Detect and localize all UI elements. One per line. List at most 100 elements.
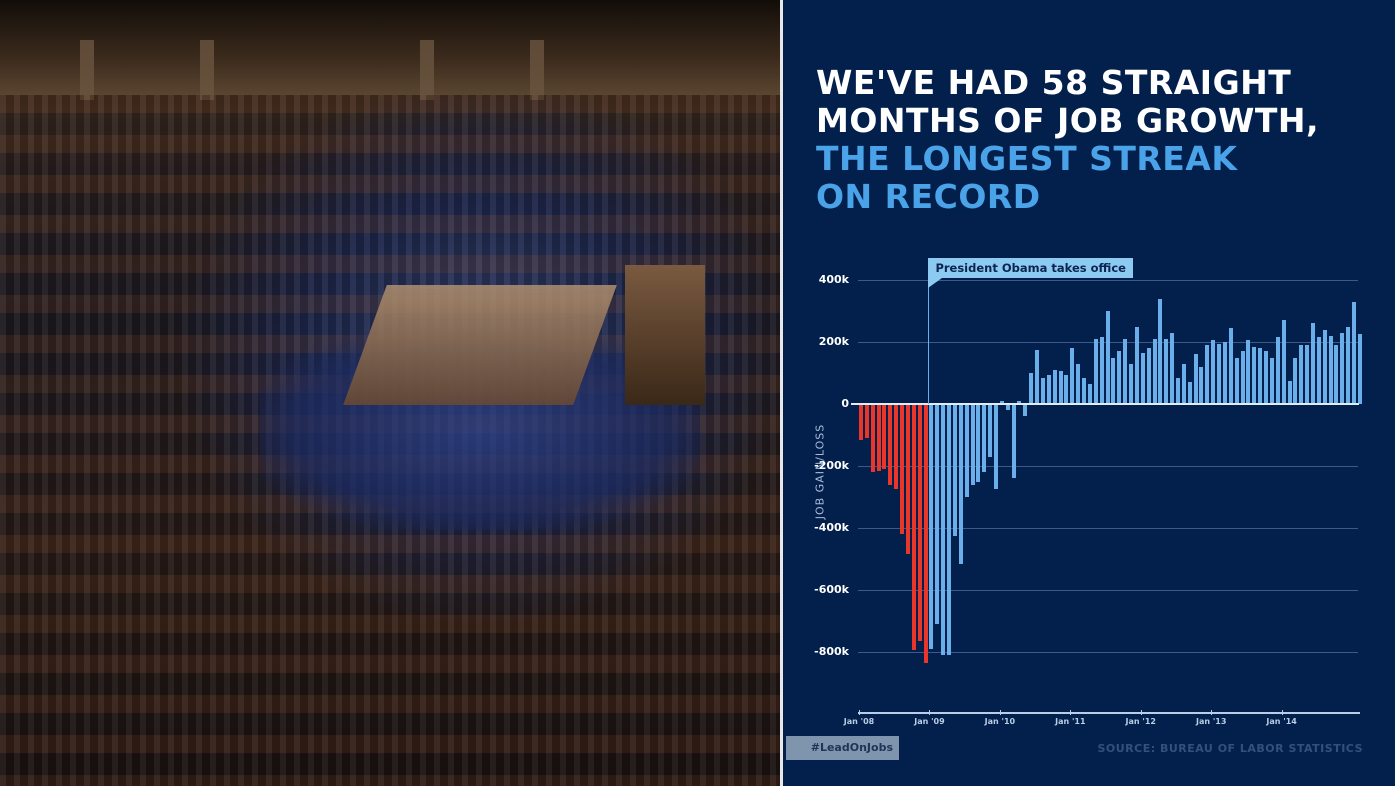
callout-tail: [928, 278, 943, 288]
x-axis: [858, 712, 1360, 714]
chart-bar: [1023, 404, 1028, 417]
chart-bar: [1222, 342, 1227, 404]
gridline: [858, 528, 1358, 529]
x-tick: [999, 710, 1001, 715]
chart-bar: [1099, 337, 1104, 404]
chart-bar: [1040, 377, 1045, 404]
headline: WE'VE HAD 58 STRAIGHT MONTHS OF JOB GROW…: [816, 64, 1319, 216]
office-marker-line: [928, 258, 930, 404]
chart-bar: [1058, 371, 1063, 404]
chart-bar: [1269, 357, 1274, 404]
y-tick-label: -200k: [814, 459, 849, 472]
chart-bar: [988, 404, 993, 457]
chart-bar: [911, 404, 916, 651]
chart-bar: [1181, 363, 1186, 404]
chart-bar: [1234, 357, 1239, 404]
job-growth-chart: JOB GAIN/LOSS 400k 200k 0 -200k -400k -600k -8…: [783, 250, 1395, 730]
chart-bar: [1158, 298, 1163, 404]
chart-bar: [1087, 383, 1092, 404]
x-tick-label: Jan '09: [914, 717, 945, 726]
chart-bar: [1199, 366, 1204, 404]
chart-bar: [1140, 352, 1145, 404]
chart-bar: [1164, 338, 1169, 404]
headline-line-2: MONTHS OF JOB GROWTH,: [816, 101, 1320, 140]
chart-bar: [1246, 340, 1251, 404]
x-tick-label: Jan '14: [1266, 717, 1297, 726]
chart-bar: [1322, 329, 1327, 404]
x-tick: [859, 710, 860, 715]
chart-bar: [1328, 335, 1333, 404]
chart-bar: [1052, 369, 1057, 404]
chart-bar: [1205, 345, 1210, 404]
chart-bar: [1252, 346, 1257, 404]
chart-bar: [982, 404, 987, 473]
chart-bar: [1211, 340, 1216, 404]
x-tick: [1211, 710, 1213, 715]
chart-bar: [1146, 348, 1151, 404]
chart-bar: [1187, 382, 1192, 404]
y-tick-label: 400k: [818, 273, 849, 286]
x-tick-label: Jan '13: [1195, 717, 1227, 726]
chart-bar: [1346, 326, 1351, 404]
chart-bar: [958, 404, 963, 564]
chart-bar: [864, 404, 869, 439]
chart-bar: [1310, 323, 1315, 404]
chart-bar: [1275, 337, 1280, 404]
chart-bar: [941, 404, 946, 656]
chart-bar: [1175, 377, 1180, 404]
x-tick-label: Jan '08: [843, 717, 875, 726]
chart-bar: [1299, 345, 1304, 404]
gridline: [858, 466, 1358, 467]
zero-line: [851, 403, 1359, 405]
chart-bar: [1240, 351, 1245, 404]
chart-bar: [870, 404, 875, 473]
x-tick-label: Jan '11: [1055, 717, 1086, 726]
chart-bar: [1334, 345, 1339, 404]
headline-line-4: ON RECORD: [816, 177, 1041, 216]
rostrum: [625, 265, 705, 405]
gridline: [858, 280, 1358, 281]
chart-bar: [1293, 357, 1298, 404]
chart-bar: [1005, 404, 1010, 411]
chart-bar: [1264, 351, 1269, 404]
panel-divider: [780, 0, 783, 786]
chart-bar: [935, 404, 940, 625]
hashtag-badge: #LeadOnJobs: [786, 736, 899, 760]
chart-bar: [1123, 338, 1128, 404]
y-tick-label: -800k: [814, 645, 849, 658]
chart-bar: [1352, 301, 1357, 404]
chart-bar: [976, 404, 981, 482]
chart-bar: [1287, 380, 1292, 404]
chart-bar: [917, 404, 922, 642]
chart-bar: [1064, 374, 1069, 404]
y-tick-label: -600k: [814, 583, 849, 596]
chart-bar: [1258, 348, 1263, 404]
speaker-dais: [343, 285, 617, 405]
y-tick-label: 200k: [818, 335, 849, 348]
gridline: [858, 590, 1358, 591]
x-tick: [1140, 710, 1142, 715]
chart-bar: [1316, 337, 1321, 404]
chart-bar: [900, 404, 905, 535]
chart-bar: [882, 404, 887, 470]
chart-bar: [923, 404, 928, 663]
chart-bar: [1076, 363, 1081, 404]
chart-bar: [994, 404, 998, 490]
chart-bar: [1340, 332, 1345, 404]
chart-bar: [1193, 354, 1198, 404]
chart-bar: [1152, 338, 1157, 404]
chart-bar: [888, 404, 893, 485]
chamber-ceiling: [0, 0, 780, 95]
chart-bar: [1111, 357, 1116, 404]
x-tick-label: Jan '12: [1125, 717, 1156, 726]
chart-bar: [1357, 334, 1362, 404]
chart-bar: [952, 404, 957, 536]
chart-bar: [894, 404, 899, 490]
chart-bar: [1117, 351, 1122, 404]
chart-bar: [1035, 349, 1040, 404]
source-credit: SOURCE: BUREAU OF LABOR STATISTICS: [1097, 742, 1363, 755]
chamber-pillar: [200, 40, 214, 100]
y-tick-label: 0: [841, 397, 849, 410]
x-tick: [929, 710, 931, 715]
y-tick-label: -400k: [814, 521, 849, 534]
